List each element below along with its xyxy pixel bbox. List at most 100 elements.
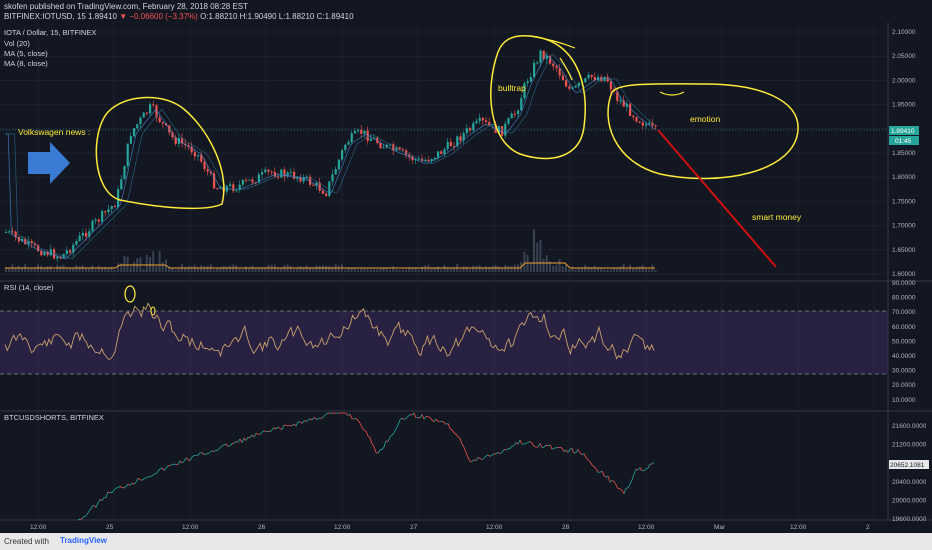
indicator-ma8[interactable]: MA (8, close) [4, 59, 48, 68]
volume-bar [91, 265, 94, 272]
candle-body [379, 143, 382, 149]
candle-body [533, 62, 536, 78]
shorts-segment [325, 412, 329, 415]
shorts-segment [483, 455, 487, 459]
shorts-pane[interactable] [0, 412, 888, 520]
volume-bar [609, 269, 612, 272]
annotation-stroke [659, 91, 685, 96]
shorts-segment [367, 435, 371, 438]
candle-body [81, 232, 84, 236]
candle-body [433, 157, 436, 159]
candle-body [651, 122, 654, 126]
volume-bar [280, 268, 283, 272]
chart-header: skofen published on TradingView.com, Feb… [0, 0, 932, 22]
candle-body [645, 124, 648, 126]
volume-bar [49, 265, 52, 272]
volume-bar [590, 267, 593, 272]
chart-canvas[interactable]: IOTA / Dollar, 15, BITFINEX Vol (20) MA … [0, 22, 932, 533]
shorts-axis[interactable]: 21600.000021200.000020800.000020400.0000… [892, 423, 927, 523]
shorts-segment [447, 423, 451, 429]
shorts-tick: 20000.0000 [892, 497, 927, 504]
time-axis[interactable]: 12:00 25 12:00 26 12:00 27 12:00 28 12:00 Mar 12:0… [30, 524, 870, 531]
candle-body [501, 126, 504, 136]
annotation-volkswagen: Volkswagen news : [18, 127, 90, 137]
price-tick: 1.80000 [892, 174, 916, 181]
candle-body [174, 137, 177, 144]
candle-body [475, 120, 478, 124]
volume-bar [261, 268, 263, 272]
volume-bar [296, 268, 299, 272]
shorts-segment [545, 444, 549, 447]
volume-bar [446, 267, 449, 272]
candle-body [241, 179, 244, 185]
volume-bar [558, 259, 561, 272]
candle-body [635, 117, 638, 122]
shorts-segment [501, 449, 505, 453]
price-tick: 2.00000 [892, 77, 916, 84]
volume-bar [312, 268, 315, 272]
volume-bar [206, 266, 209, 272]
shorts-segment [155, 471, 159, 475]
candle-body [632, 115, 635, 118]
annotation-smart-money: smart money [752, 212, 802, 222]
candle-body [526, 81, 529, 84]
shorts-line [77, 412, 655, 521]
candle-body [382, 147, 385, 149]
volume-bar [565, 264, 567, 272]
volume-bar [597, 268, 599, 272]
candle-body [267, 169, 270, 172]
symbol-name[interactable]: BITFINEX:IOTUSD, 15 [4, 12, 86, 21]
volume-bar [382, 267, 385, 272]
volume-bar [133, 262, 135, 272]
candle-body [133, 128, 136, 137]
shorts-segment [559, 447, 563, 449]
rsi-axis[interactable]: 90.0000 80.0000 70.0000 60.0000 50.0000 40.00… [892, 280, 916, 404]
candle-body [257, 174, 260, 183]
shorts-segment [219, 445, 223, 448]
volume-bar [283, 265, 286, 272]
rsi-title[interactable]: RSI (14, close) [4, 283, 54, 292]
volume-bar [5, 268, 7, 272]
price-axis[interactable]: 2.100002.050002.000001.950001.900001.850… [892, 29, 916, 278]
publisher-line: skofen published on TradingView.com, Feb… [4, 2, 249, 11]
tradingview-logo[interactable]: TradingView [60, 536, 107, 545]
candle-body [638, 121, 641, 123]
smart-money-line [657, 129, 777, 268]
indicator-ma5[interactable]: MA (5, close) [4, 49, 48, 58]
shorts-segment [143, 477, 147, 479]
shorts-segment [603, 475, 607, 478]
candle-body [238, 184, 241, 191]
volume-bar [213, 269, 215, 272]
candle-body [104, 211, 107, 213]
rsi-tick: 90.0000 [892, 280, 916, 287]
shorts-segment [489, 454, 493, 457]
shorts-segment [443, 421, 447, 425]
shorts-segment [485, 454, 489, 457]
volume-bar [478, 265, 481, 272]
candle-body [328, 181, 331, 196]
shorts-segment [275, 426, 279, 430]
shorts-segment [531, 443, 535, 447]
volume-bar [149, 256, 151, 272]
time-tick: 12:00 [790, 524, 807, 531]
shorts-segment [243, 437, 247, 441]
shorts-title[interactable]: BTCUSDSHORTS, BITFINEX [4, 413, 104, 422]
annotation-ellipse-news [95, 96, 225, 210]
rsi-line [4, 302, 655, 360]
shorts-segment [233, 441, 237, 444]
shorts-segment [89, 506, 93, 511]
shorts-segment [369, 437, 373, 445]
shorts-segment [161, 467, 165, 471]
indicator-volume[interactable]: Vol (20) [4, 39, 30, 48]
candle-body [85, 232, 88, 237]
shorts-segment [307, 418, 311, 421]
shorts-segment [345, 412, 349, 416]
candle-body [341, 150, 344, 160]
shorts-segment [563, 449, 567, 453]
candle-body [565, 80, 568, 87]
volume-bar [21, 268, 23, 272]
shorts-segment [237, 438, 241, 443]
shorts-segment [451, 429, 455, 433]
shorts-segment [311, 417, 315, 421]
shorts-segment [387, 436, 391, 442]
